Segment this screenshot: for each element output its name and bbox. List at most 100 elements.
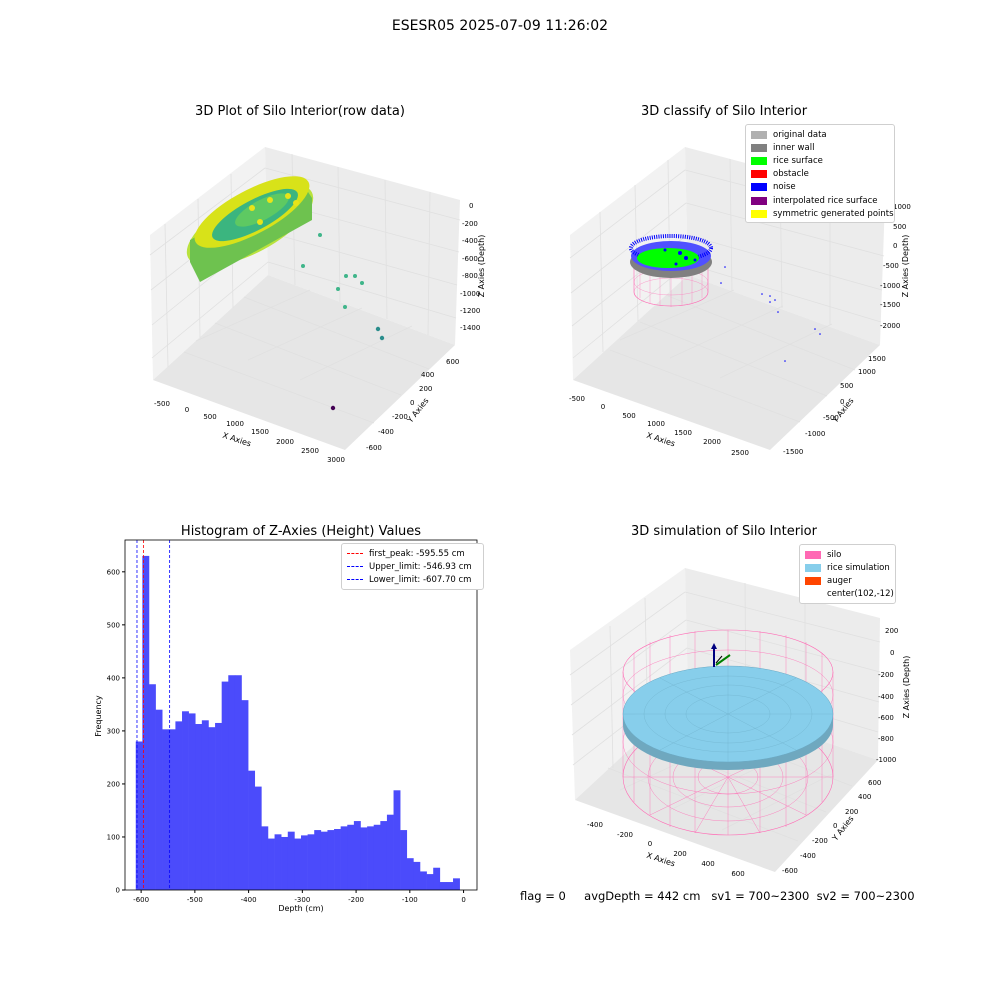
x-tick-label: -200 xyxy=(348,896,364,904)
z-tick-label: -600 xyxy=(878,714,894,722)
y-tick-label: -600 xyxy=(366,444,382,452)
z-tick-label: -1000 xyxy=(880,282,900,290)
histogram-bar xyxy=(400,830,408,890)
y-tick-label: 0 xyxy=(840,398,844,406)
histogram-bar xyxy=(334,829,341,890)
legend-swatch xyxy=(751,196,767,205)
y-tick-label: -200 xyxy=(392,413,408,421)
histogram-bar xyxy=(234,675,242,890)
legend-item-center: center(102,-12) xyxy=(805,588,894,601)
legend-swatch xyxy=(751,130,767,139)
histogram-bar xyxy=(142,555,150,890)
histogram-bar xyxy=(340,826,348,890)
legend-item-noise: noise xyxy=(751,181,889,194)
y-tick-label: 200 xyxy=(107,780,120,788)
histogram-bar xyxy=(320,831,328,890)
histogram-bar xyxy=(201,720,209,890)
histogram-bar xyxy=(453,878,460,890)
x-tick-label: 600 xyxy=(731,870,744,878)
sv2-text: sv2 = 700~2300 xyxy=(816,889,915,903)
histogram-bar xyxy=(327,830,335,890)
histogram-legend: first_peak: -595.55 cm Upper_limit: -546… xyxy=(341,543,484,590)
histogram-bar xyxy=(261,826,269,890)
histogram-bar xyxy=(254,786,262,890)
x-tick-label: 0 xyxy=(601,403,605,411)
histogram-bar xyxy=(360,827,368,890)
histogram-bar xyxy=(307,834,315,890)
classify-x-label: X Axies xyxy=(645,431,676,449)
sim-y-tick-labels: -600 -400 -200 0 200 400 600 xyxy=(782,779,881,875)
y-tick-label: 400 xyxy=(421,371,434,379)
z-tick-label: -1000 xyxy=(460,290,480,298)
legend-swatch xyxy=(805,550,821,559)
histogram-bar xyxy=(373,824,381,890)
raw-3d-plot: -500 0 500 1000 1500 2000 2500 3000 X Ax… xyxy=(149,147,486,464)
z-tick-label: -1000 xyxy=(876,756,896,764)
legend-swatch xyxy=(751,183,767,192)
histogram-bar xyxy=(175,721,183,890)
x-tick-label: 2500 xyxy=(301,447,319,455)
histogram-bar xyxy=(241,700,249,890)
z-tick-label: -1400 xyxy=(460,324,480,332)
avg-depth-text: avgDepth = 442 cm xyxy=(584,889,701,903)
histogram-y-label: Frequency xyxy=(94,695,103,737)
histogram-bar xyxy=(426,874,434,890)
y-tick-label: 0 xyxy=(116,887,120,895)
x-tick-label: 200 xyxy=(673,850,686,858)
z-tick-label: -800 xyxy=(878,735,894,743)
y-tick-label: 300 xyxy=(107,727,120,735)
y-tick-label: 500 xyxy=(840,382,853,390)
z-tick-label: -2000 xyxy=(880,322,900,330)
x-tick-label: 1500 xyxy=(674,429,692,437)
x-tick-label: -200 xyxy=(617,831,633,839)
histogram-y-ticks: 0 100 200 300 400 500 600 xyxy=(107,568,125,895)
legend-swatch xyxy=(805,576,821,585)
legend-item-obstacle: obstacle xyxy=(751,168,889,181)
sim-z-tick-labels: 200 0 -200 -400 -600 -800 -1000 xyxy=(876,627,898,764)
histogram-bar xyxy=(267,838,275,890)
histogram-bar xyxy=(281,836,289,890)
y-tick-label: 600 xyxy=(868,779,881,787)
flag-text: flag = 0 xyxy=(520,889,566,903)
y-tick-label: -600 xyxy=(782,867,798,875)
legend-item-interpolated: interpolated rice surface xyxy=(751,194,889,207)
y-tick-label: 100 xyxy=(107,833,120,841)
raw-plot-title: 3D Plot of Silo Interior(row data) xyxy=(195,104,405,119)
histogram-chart: -600 -500 -400 -300 -200 -100 0 0 100 200 300 400 5… xyxy=(94,539,478,913)
raw-axes-panes xyxy=(149,147,461,450)
x-tick-label: 2000 xyxy=(276,438,294,446)
histogram-bar xyxy=(353,821,361,890)
x-tick-label: -600 xyxy=(133,896,149,904)
z-tick-label: 0 xyxy=(893,242,897,250)
z-tick-label: 500 xyxy=(893,223,906,231)
raw-y-label: Y Axies xyxy=(405,396,431,425)
histogram-bar xyxy=(386,814,394,890)
histogram-bar xyxy=(367,826,375,890)
y-tick-label: -400 xyxy=(378,428,394,436)
histogram-title: Histogram of Z-Axies (Height) Values xyxy=(180,524,422,539)
histogram-bar xyxy=(446,882,454,890)
histogram-bar xyxy=(413,861,421,890)
simulation-legend: silo rice simulation auger center(102,-1… xyxy=(799,544,896,604)
histogram-bar xyxy=(148,684,156,890)
raw-z-label: Z Axies (Depth) xyxy=(477,235,486,298)
legend-line xyxy=(347,566,363,568)
x-tick-label: -500 xyxy=(154,400,170,408)
classify-plot-title: 3D classify of Silo Interior xyxy=(640,104,808,119)
classify-z-label: Z Axies (Depth) xyxy=(901,235,910,298)
histogram-x-ticks: -600 -500 -400 -300 -200 -100 0 xyxy=(133,890,466,904)
y-tick-label: -1500 xyxy=(783,448,803,456)
histogram-bar xyxy=(439,882,447,890)
x-tick-label: -100 xyxy=(402,896,418,904)
histogram-bar xyxy=(155,709,163,890)
legend-item-lower-limit: Lower_limit: -607.70 cm xyxy=(347,573,478,586)
histogram-bar xyxy=(347,824,355,890)
x-tick-label: 2500 xyxy=(731,449,749,457)
x-tick-label: -400 xyxy=(241,896,257,904)
z-tick-label: 1000 xyxy=(893,203,911,211)
legend-item-silo: silo xyxy=(805,548,890,561)
y-tick-label: 500 xyxy=(107,621,120,629)
y-tick-label: 600 xyxy=(446,358,459,366)
histogram-bar xyxy=(274,834,282,890)
legend-swatch xyxy=(751,156,767,165)
